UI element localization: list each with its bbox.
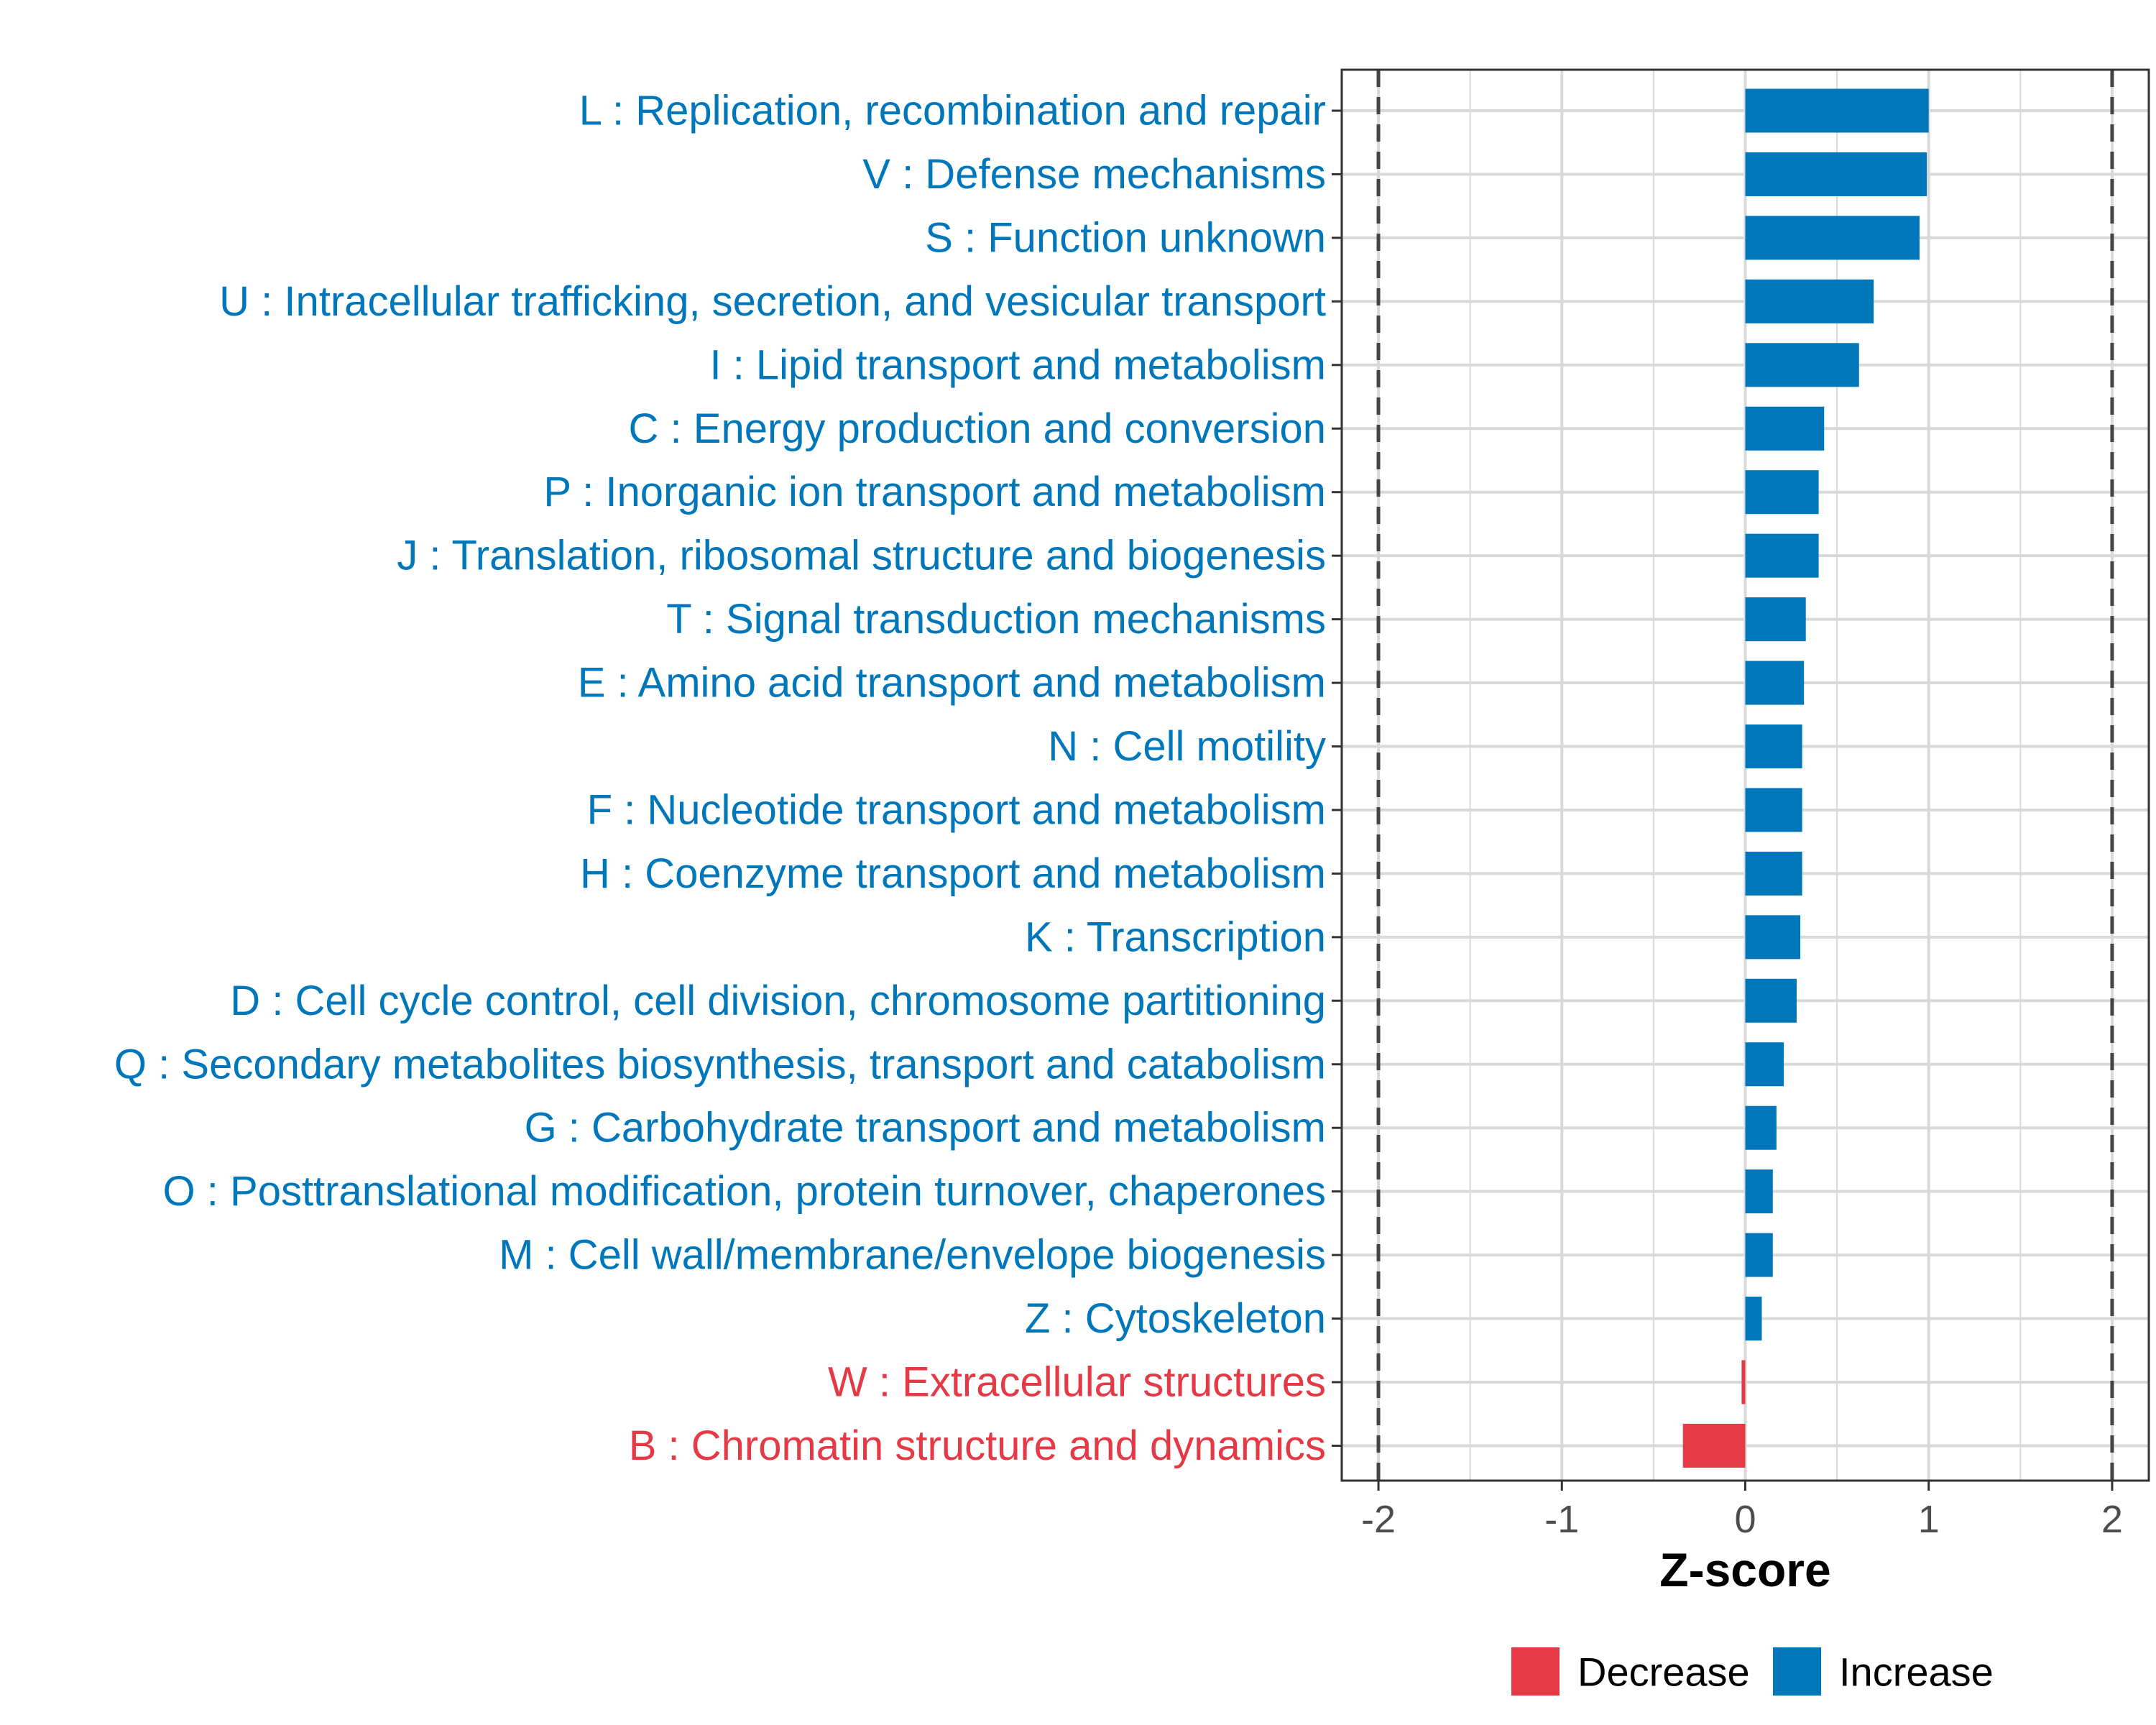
legend-label-increase: Increase <box>1839 1650 1994 1695</box>
category-label: W : Extracellular structures <box>828 1359 1326 1406</box>
x-tick-label: -1 <box>1544 1498 1579 1541</box>
x-tick-label: -2 <box>1361 1498 1396 1541</box>
category-label: V : Defense mechanisms <box>862 151 1326 198</box>
bar <box>1745 724 1802 768</box>
category-label: P : Inorganic ion transport and metaboli… <box>543 469 1326 515</box>
category-labels: L : Replication, recombination and repai… <box>114 88 1326 1469</box>
bar <box>1745 152 1927 196</box>
bar <box>1745 470 1819 515</box>
category-label: J : Translation, ribosomal structure and… <box>397 533 1326 579</box>
bar <box>1745 1105 1777 1150</box>
legend-label-decrease: Decrease <box>1577 1650 1750 1695</box>
category-label: D : Cell cycle control, cell division, c… <box>230 978 1326 1024</box>
bar <box>1745 851 1802 896</box>
category-label: S : Function unknown <box>925 214 1326 261</box>
category-label: K : Transcription <box>1025 914 1326 960</box>
x-tick-label: 2 <box>2101 1498 2123 1541</box>
bar <box>1745 406 1825 451</box>
bar <box>1745 1297 1762 1341</box>
bars <box>1682 88 1929 1468</box>
category-label: G : Carbohydrate transport and metabolis… <box>525 1105 1326 1151</box>
x-axis-title: Z-score <box>1659 1543 1830 1596</box>
legend-key-increase <box>1773 1647 1821 1696</box>
category-label: U : Intracellular trafficking, secretion… <box>219 278 1326 325</box>
category-label: M : Cell wall/membrane/envelope biogenes… <box>499 1232 1326 1279</box>
category-label: C : Energy production and conversion <box>629 405 1326 452</box>
bar <box>1745 88 1929 133</box>
x-tick-label: 0 <box>1734 1498 1756 1541</box>
bar <box>1745 1169 1773 1214</box>
y-axis-ticks <box>1332 109 1342 1447</box>
category-label: Z : Cytoskeleton <box>1025 1295 1326 1342</box>
category-label: B : Chromatin structure and dynamics <box>629 1422 1326 1469</box>
bar <box>1745 915 1801 960</box>
category-label: T : Signal transduction mechanisms <box>666 596 1326 643</box>
category-label: O : Posttranslational modification, prot… <box>163 1168 1326 1215</box>
bar <box>1682 1423 1746 1468</box>
category-label: I : Lipid transport and metabolism <box>709 341 1326 388</box>
category-label: H : Coenzyme transport and metabolism <box>580 850 1326 897</box>
bar <box>1745 343 1859 387</box>
bar <box>1745 597 1806 642</box>
reference-lines <box>1376 70 2114 1481</box>
bar <box>1745 216 1920 260</box>
x-tick-label: 1 <box>1918 1498 1940 1541</box>
category-label: Q : Secondary metabolites biosynthesis, … <box>114 1041 1326 1087</box>
x-axis-ticks: -2 -1 0 1 2 <box>1361 1481 2123 1541</box>
legend: Decrease Increase <box>1511 1647 1994 1696</box>
category-label: N : Cell motility <box>1048 723 1326 770</box>
bar <box>1745 661 1805 705</box>
bar <box>1745 533 1819 578</box>
category-label: L : Replication, recombination and repai… <box>579 88 1326 134</box>
category-label: F : Nucleotide transport and metabolism <box>587 786 1326 833</box>
bar <box>1745 788 1802 832</box>
bar <box>1741 1360 1746 1404</box>
bar <box>1745 1042 1784 1087</box>
category-label: E : Amino acid transport and metabolism <box>578 660 1326 707</box>
bar <box>1745 978 1797 1023</box>
bar <box>1745 1233 1773 1277</box>
legend-key-decrease <box>1511 1647 1560 1696</box>
bar <box>1745 279 1874 323</box>
